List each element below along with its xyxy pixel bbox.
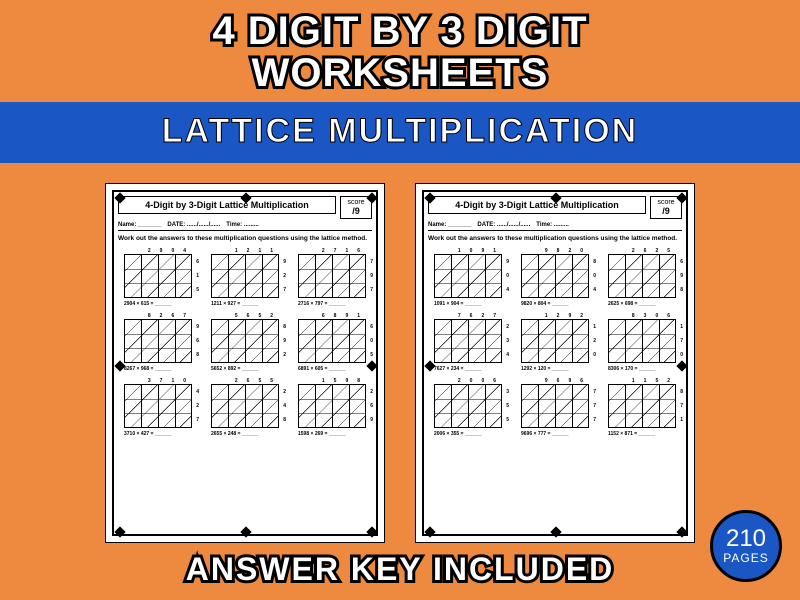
footer-text: ANSWER KEY INCLUDED ANSWER KEY INCLUDED	[0, 551, 800, 588]
lattice-problem: 98208049820 × 804 = ______	[515, 248, 595, 307]
lattice-problem: 15982691598 × 269 = ______	[292, 378, 372, 437]
lattice-problem: 29046152904 × 615 = ______	[118, 248, 198, 307]
problem-row: 10919041091 × 904 = ______98208049820 × …	[428, 248, 682, 307]
problem-row: 20063552006 × 355 = ______96967779696 × …	[428, 378, 682, 437]
pages-badge: 210 PAGES	[710, 510, 782, 582]
badge-number: 210	[726, 527, 766, 551]
badge-label: PAGES	[723, 551, 768, 565]
lattice-problem: 12119271211 × 927 = ______	[205, 248, 285, 307]
name-date-line: Name: _______DATE: ....../....../......T…	[428, 222, 682, 231]
lattice-problem: 12921201292 × 120 = ______	[515, 313, 595, 372]
worksheet-previews: 4-Digit by 3-Digit Lattice Multiplicatio…	[0, 183, 800, 543]
worksheet-2: 4-Digit by 3-Digit Lattice Multiplicatio…	[415, 183, 695, 543]
lattice-problem: 83061708306 × 170 = ______	[602, 313, 682, 372]
main-title: 4 DIGIT BY 3 DIGITWORKSHEETS 4 DIGIT BY …	[0, 0, 800, 94]
instruction-text: Work out the answers to these multiplica…	[118, 235, 372, 242]
banner-text: LATTICE MULTIPLICATION	[0, 112, 800, 151]
instruction-text: Work out the answers to these multiplica…	[428, 235, 682, 242]
problem-row: 37104273710 × 427 = ______26552482655 × …	[118, 378, 372, 437]
lattice-problem: 26256982625 × 698 = ______	[602, 248, 682, 307]
worksheet-title: 4-Digit by 3-Digit Lattice Multiplicatio…	[428, 196, 646, 214]
lattice-problem: 96967779696 × 777 = ______	[515, 378, 595, 437]
lattice-problem: 68916056891 × 605 = ______	[292, 313, 372, 372]
banner: LATTICE MULTIPLICATION	[0, 102, 800, 163]
lattice-problem: 37104273710 × 427 = ______	[118, 378, 198, 437]
lattice-problem: 27167972716 × 797 = ______	[292, 248, 372, 307]
lattice-problem: 10919041091 × 904 = ______	[428, 248, 508, 307]
worksheet-title: 4-Digit by 3-Digit Lattice Multiplicatio…	[118, 196, 336, 214]
lattice-problem: 20063552006 × 355 = ______	[428, 378, 508, 437]
lattice-problem: 82679688267 × 968 = ______	[118, 313, 198, 372]
worksheet-1: 4-Digit by 3-Digit Lattice Multiplicatio…	[105, 183, 385, 543]
name-date-line: Name: _______DATE: ....../....../......T…	[118, 222, 372, 231]
problem-row: 82679688267 × 968 = ______56528925652 × …	[118, 313, 372, 372]
lattice-problem: 56528925652 × 892 = ______	[205, 313, 285, 372]
lattice-problem: 11528711152 × 871 = ______	[602, 378, 682, 437]
problem-row: 76272347627 × 234 = ______12921201292 × …	[428, 313, 682, 372]
lattice-problem: 76272347627 × 234 = ______	[428, 313, 508, 372]
lattice-problem: 26552482655 × 248 = ______	[205, 378, 285, 437]
problem-row: 29046152904 × 615 = ______12119271211 × …	[118, 248, 372, 307]
